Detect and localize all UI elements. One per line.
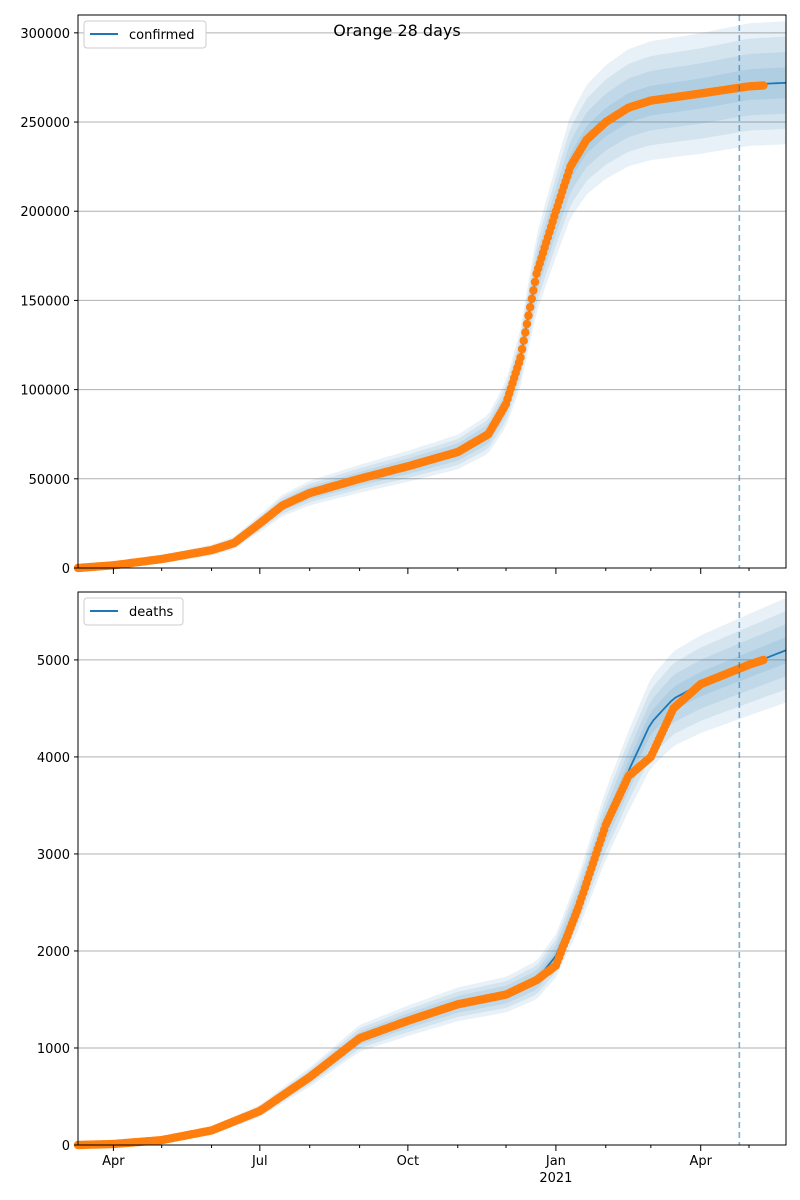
observed-point xyxy=(517,344,527,354)
uncertainty-band xyxy=(78,21,786,568)
top-grid xyxy=(78,32,786,480)
x-tick-label: Apr xyxy=(102,1154,125,1169)
top-plot-frame xyxy=(77,14,787,569)
y-tick-label: 1000 xyxy=(37,1042,70,1057)
y-tick-label: 0 xyxy=(62,562,70,577)
bottom-x-ticks: Apr Jul Oct Jan Apr xyxy=(102,1145,750,1169)
observed-point xyxy=(526,303,535,312)
y-tick-label: 3000 xyxy=(37,848,70,863)
uncertainty-band xyxy=(78,611,786,1145)
year-label: 2021 xyxy=(539,1171,572,1186)
observed-point xyxy=(519,336,528,345)
y-tick-label: 150000 xyxy=(20,294,70,309)
observed-point xyxy=(524,311,533,320)
top-y-ticks: 0 50000 100000 150000 200000 250000 300000 xyxy=(20,27,78,577)
observed-point xyxy=(530,277,540,287)
bottom-legend-label: deaths xyxy=(129,605,174,620)
top-legend: confirmed xyxy=(83,20,207,49)
uncertainty-band xyxy=(78,52,786,568)
top-panel: 0 50000 100000 150000 200000 250000 300000 Ora… xyxy=(20,14,787,577)
y-tick-label: 300000 xyxy=(20,27,70,42)
y-tick-label: 250000 xyxy=(20,116,70,131)
x-tick-label: Apr xyxy=(689,1154,712,1169)
top-observed-points xyxy=(73,81,768,573)
observed-point xyxy=(516,353,525,362)
top-x-ticks xyxy=(112,568,750,574)
uncertainty-band xyxy=(78,598,786,1145)
top-legend-box xyxy=(83,20,207,49)
bottom-legend-box xyxy=(83,597,184,626)
bottom-panel: 0 1000 2000 3000 4000 5000 Apr Jul Oct Jan Apr de… xyxy=(37,591,787,1186)
observed-point xyxy=(521,328,530,337)
observed-point xyxy=(529,286,538,295)
y-tick-label: 5000 xyxy=(37,654,70,669)
bottom-y-ticks: 0 1000 2000 3000 4000 5000 xyxy=(37,654,78,1154)
bottom-plot-area xyxy=(78,592,786,1145)
top-plot-area xyxy=(78,15,786,568)
y-tick-label: 2000 xyxy=(37,945,70,960)
chart-title: Orange 28 days xyxy=(333,21,460,40)
y-tick-label: 200000 xyxy=(20,205,70,220)
y-tick-label: 4000 xyxy=(37,751,70,766)
bottom-observed-points xyxy=(73,655,768,1150)
observed-point xyxy=(759,655,768,665)
x-tick-label: Oct xyxy=(397,1154,419,1169)
y-tick-label: 100000 xyxy=(20,384,70,399)
bottom-plot-frame xyxy=(77,591,787,1146)
x-tick-label: Jul xyxy=(251,1154,268,1169)
observed-point xyxy=(527,294,536,303)
observed-point xyxy=(522,319,532,329)
uncertainty-band xyxy=(78,637,786,1145)
y-tick-label: 0 xyxy=(62,1139,70,1154)
top-legend-label: confirmed xyxy=(129,28,195,43)
bottom-grid xyxy=(78,659,786,1049)
bottom-legend: deaths xyxy=(83,597,184,626)
observed-point xyxy=(759,81,768,90)
x-tick-label: Jan xyxy=(545,1154,566,1169)
y-tick-label: 50000 xyxy=(29,473,70,488)
